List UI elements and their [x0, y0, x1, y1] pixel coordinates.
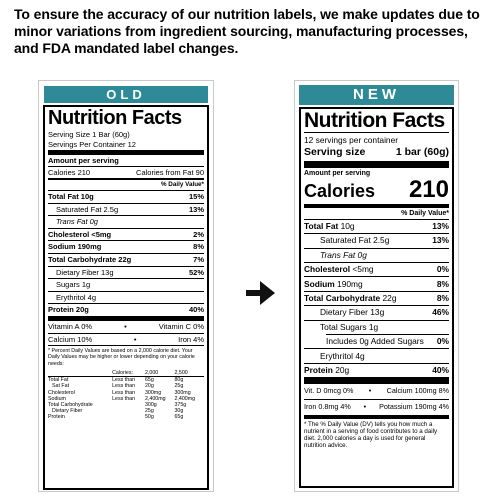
table-row: Dietary Fiber 25g 30g — [52, 408, 184, 415]
old-nutrient-row: Cholesterol <5mg 2% — [48, 229, 204, 239]
new-amount-per-serving: Amount per serving — [304, 169, 371, 177]
old-nutrition-label: Nutrition Facts Serving Size 1 Bar (60g)… — [43, 105, 209, 490]
old-nutrient-row: Saturated Fat 2.5g 13% — [56, 204, 204, 214]
old-nutrient-row: Sodium 190mg 8% — [48, 242, 204, 252]
old-serving-size: Serving Size 1 Bar (60g) — [48, 130, 130, 139]
old-nutrient-row: Sugars 1g — [56, 280, 91, 290]
old-nutrient-row: Total Carbohydrate 22g 7% — [48, 254, 204, 264]
new-banner: NEW — [299, 85, 454, 105]
new-nutrient-row: Total Sugars 1g — [320, 321, 379, 332]
new-nutrition-title: Nutrition Facts — [304, 109, 445, 132]
old-daily-value-table: Calories: 2,000 2,500 Total Fat Less than… — [48, 370, 204, 421]
old-nutrient-row: Erythritol 4g — [56, 292, 97, 302]
new-vitamin-row: Iron 0.8mg 4% • Potassium 190mg 4% — [304, 401, 449, 411]
old-amount-per-serving: Amount per serving — [48, 156, 119, 166]
new-nutrient-row: Cholesterol <5mg 0% — [304, 264, 449, 275]
new-label-panel: NEW Nutrition Facts 12 servings per cont… — [294, 80, 459, 492]
old-label-panel: OLD Nutrition Facts Serving Size 1 Bar (… — [38, 80, 214, 492]
old-calories: Calories 210 — [48, 167, 91, 177]
new-nutrient-row: Trans Fat 0g — [320, 249, 367, 260]
old-servings-per-container: Servings Per Container 12 — [48, 139, 136, 149]
new-serving-size-row: Serving size 1 bar (60g) — [304, 146, 449, 159]
old-footnote: * Percent Daily Values are based on a 2,… — [48, 348, 195, 367]
table-row: Cholesterol Less than 300mg 300mg — [48, 389, 191, 396]
new-nutrient-row: Protein 20g 40% — [304, 365, 449, 375]
table-row: Sat Fat Less than 20g 25g — [52, 383, 184, 390]
new-nutrient-row: Saturated Fat 2.5g 13% — [320, 235, 449, 246]
table-row: Calories: 2,000 2,500 — [48, 370, 204, 377]
new-serving-size-value: 1 bar (60g) — [395, 145, 449, 158]
new-calories-row: Calories 210 — [304, 176, 449, 204]
table-row: Total Fat Less than 65g 80g — [48, 377, 184, 384]
new-calories-value: 210 — [408, 175, 449, 203]
old-calories-row: Calories 210 Calories from Fat 90 — [48, 167, 204, 179]
old-dv-header: % Daily Value* — [160, 181, 204, 189]
new-vitamin-row: Vit. D 0mcg 0% • Calcium 100mg 8% — [304, 386, 449, 396]
old-nutrition-title: Nutrition Facts — [48, 107, 182, 129]
old-nutrient-row: Total Fat 10g 15% — [48, 191, 204, 201]
new-nutrient-row: Total Carbohydrate 22g 8% — [304, 293, 449, 304]
new-dv-header: % Daily Value* — [401, 209, 449, 217]
new-nutrient-row: Sodium 190mg 8% — [304, 278, 449, 289]
new-servings-per-container: 12 servings per container — [304, 135, 399, 145]
new-serving-size-label: Serving size — [304, 145, 366, 158]
new-nutrient-row: Total Fat 10g 13% — [304, 221, 449, 232]
old-nutrient-row: Protein 20g 40% — [48, 305, 204, 315]
new-nutrient-row: Includes 0g Added Sugars 0% — [326, 336, 449, 347]
arrow-right-icon — [246, 281, 275, 305]
old-nutrient-row: Dietary Fiber 13g 52% — [56, 267, 204, 277]
old-nutrient-row: Trans Fat 0g — [56, 217, 98, 227]
table-row: Total Carbohydrate 300g 375g — [48, 402, 187, 408]
table-row: Protein 50g 65g — [48, 414, 184, 421]
old-vitamin-row: Calcium 10% • Iron 4% — [48, 334, 204, 344]
new-nutrient-row: Dietary Fiber 13g 46% — [320, 307, 449, 318]
headline: To ensure the accuracy of our nutrition … — [14, 6, 480, 56]
new-nutrient-row: Erythritol 4g — [320, 350, 365, 361]
old-calories-from-fat: Calories from Fat 90 — [136, 167, 204, 177]
new-nutrition-label: Nutrition Facts 12 servings per containe… — [299, 107, 454, 488]
new-footnote: * The % Daily Value (DV) tells you how m… — [304, 420, 438, 449]
old-banner: OLD — [44, 86, 208, 103]
old-vitamin-row: Vitamin A 0% • Vitamin C 0% — [48, 321, 204, 331]
new-calories-label: Calories — [304, 180, 376, 201]
table-row: Sodium Less than 2,400mg 2,400mg — [48, 395, 196, 402]
